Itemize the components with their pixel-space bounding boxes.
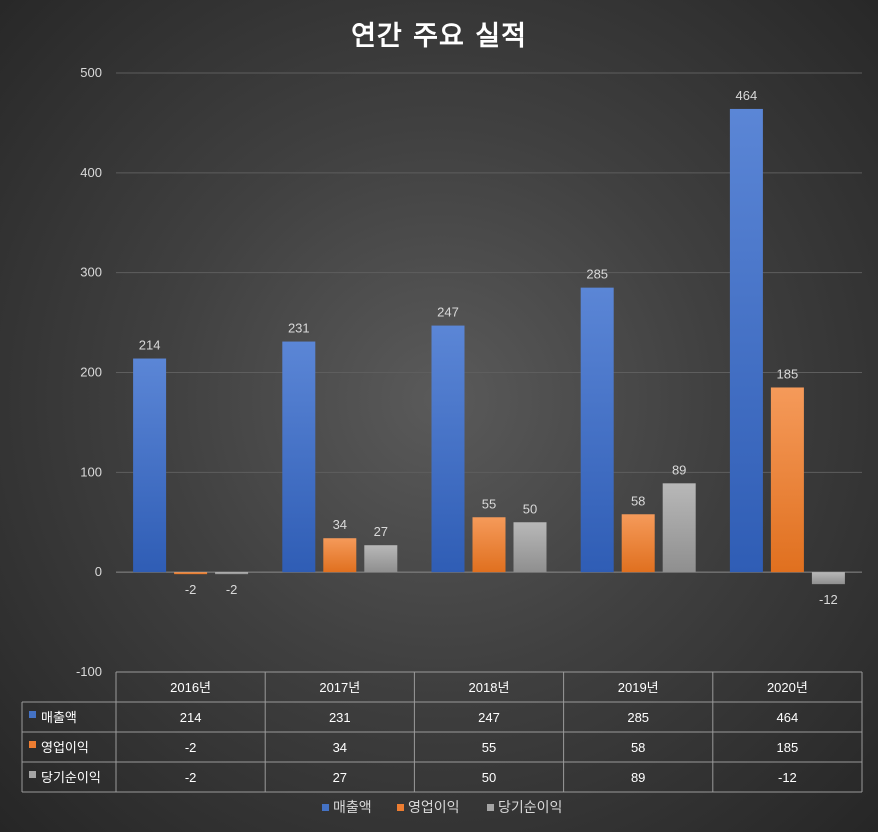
y-tick-label: 300 — [80, 265, 102, 280]
data-label: 55 — [482, 496, 496, 511]
legend-key — [487, 804, 494, 811]
bar-매출액-2020년 — [729, 108, 763, 573]
bar-매출액-2018년 — [431, 325, 465, 573]
table-header-cell: 2018년 — [469, 680, 510, 695]
table-legend-key — [29, 741, 36, 748]
data-label: 27 — [374, 524, 388, 539]
table-cell: -12 — [778, 770, 797, 785]
data-label: -2 — [185, 582, 197, 597]
data-label: -12 — [819, 592, 838, 607]
data-label: 214 — [139, 338, 161, 353]
data-label: 247 — [437, 305, 459, 320]
table-series-name: 매출액 — [41, 710, 77, 725]
table-cell: 27 — [333, 770, 347, 785]
legend-entry: 당기순이익 — [498, 800, 562, 816]
table-legend-key — [29, 711, 36, 718]
table-cell: 285 — [627, 710, 649, 725]
table-cell: -2 — [185, 770, 197, 785]
bar-영업이익-2018년 — [472, 517, 506, 573]
table-cell: 58 — [631, 740, 645, 755]
y-tick-label: 200 — [80, 365, 102, 380]
legend-key — [322, 804, 329, 811]
table-header-cell: 2019년 — [618, 680, 659, 695]
table-header-cell: 2020년 — [767, 680, 808, 695]
data-label: 231 — [288, 321, 310, 336]
data-label: 58 — [631, 493, 645, 508]
table-cell: 214 — [180, 710, 202, 725]
table-series-name: 당기순이익 — [41, 770, 101, 785]
bar-영업이익-2016년 — [174, 572, 208, 575]
data-label: 89 — [672, 462, 686, 477]
data-label: 464 — [736, 88, 758, 103]
bar-매출액-2019년 — [580, 287, 614, 573]
data-label: 34 — [333, 517, 347, 532]
y-tick-label: 100 — [80, 464, 102, 479]
chart-title: 연간 주요 실적 — [351, 21, 527, 52]
legend-key — [397, 804, 404, 811]
table-cell: 55 — [482, 740, 496, 755]
bar-매출액-2016년 — [133, 358, 167, 573]
bar-매출액-2017년 — [282, 341, 316, 573]
bar-영업이익-2020년 — [770, 387, 804, 573]
y-tick-label: 0 — [95, 564, 102, 579]
data-label: 50 — [523, 501, 537, 516]
bar-영업이익-2019년 — [621, 514, 655, 573]
table-legend-key — [29, 771, 36, 778]
table-cell: 231 — [329, 710, 351, 725]
bar-당기순이익-2019년 — [662, 483, 696, 573]
legend-entry: 매출액 — [333, 800, 372, 816]
table-header-cell: 2016년 — [170, 680, 211, 695]
table-cell: 185 — [777, 740, 799, 755]
y-tick-label: 400 — [80, 165, 102, 180]
bar-당기순이익-2017년 — [364, 545, 398, 573]
table-cell: 464 — [777, 710, 799, 725]
bar-영업이익-2017년 — [323, 538, 357, 573]
table-cell: 89 — [631, 770, 645, 785]
table-header-cell: 2017년 — [319, 680, 360, 695]
table-cell: 34 — [333, 740, 347, 755]
table-cell: 50 — [482, 770, 496, 785]
y-tick-label: 500 — [80, 65, 102, 80]
bar-당기순이익-2016년 — [215, 572, 249, 575]
table-cell: -2 — [185, 740, 197, 755]
table-cell: 247 — [478, 710, 500, 725]
table-series-name: 영업이익 — [41, 740, 89, 755]
data-label: -2 — [226, 582, 238, 597]
y-tick-label: -100 — [76, 664, 102, 679]
bar-당기순이익-2020년 — [811, 572, 845, 585]
legend-entry: 영업이익 — [408, 800, 460, 816]
bar-당기순이익-2018년 — [513, 522, 547, 573]
data-label: 285 — [586, 267, 608, 282]
data-label: 185 — [777, 366, 799, 381]
